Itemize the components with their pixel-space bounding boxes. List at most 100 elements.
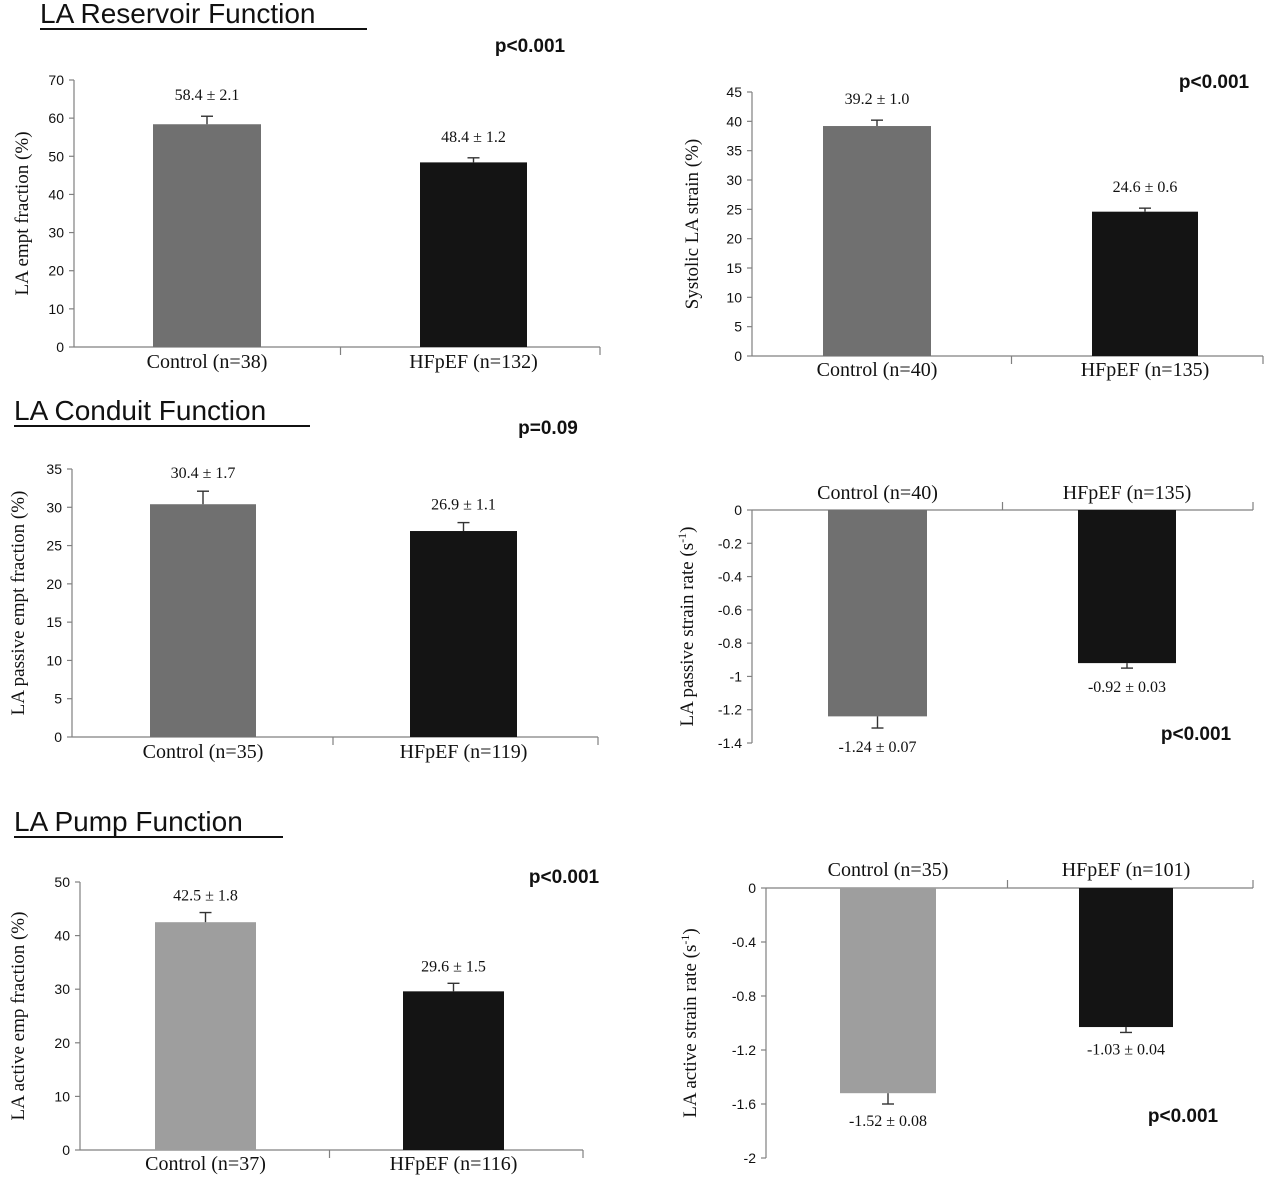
category-label: Control (n=38) (147, 351, 268, 373)
p-value: p<0.001 (1161, 724, 1232, 745)
y-tick-label: 30 (726, 172, 742, 188)
section-title-pump: LA Pump Function (14, 806, 283, 838)
y-tick-label: 20 (54, 1035, 70, 1051)
y-axis-label: LA passive empt fraction (%) (8, 491, 29, 716)
y-tick-label: 0 (748, 880, 756, 896)
category-label: HFpEF (n=135) (1081, 359, 1210, 381)
section-title-text: LA Pump Function (14, 806, 243, 837)
y-tick-label: 50 (54, 874, 70, 890)
bar (403, 991, 504, 1150)
y-axis-label: LA empt fraction (%) (12, 131, 33, 295)
y-axis-label-end: ) (680, 928, 701, 934)
chart-passive-emptying-fraction: 0 5 10 15 20 25 30 35 LA passive empt fraction (… (8, 418, 599, 763)
y-axis-label: LA active emp fraction (%) (8, 912, 29, 1121)
data-label: 42.5 ± 1.8 (173, 888, 238, 905)
data-label: -0.92 ± 0.03 (1088, 679, 1166, 696)
y-tick-label: -0.2 (718, 535, 742, 551)
p-value: p<0.001 (529, 867, 600, 888)
category-label: Control (n=40) (817, 482, 938, 504)
y-axis-label: Systolic LA strain (%) (682, 139, 703, 309)
y-tick-label: -1.2 (732, 1042, 756, 1058)
y-tick-label: 25 (46, 538, 62, 554)
category-label: Control (n=40) (817, 359, 938, 381)
chart-active-emptying-fraction: 0 10 20 30 40 50 LA active emp fraction (%) 42.… (8, 867, 600, 1175)
y-tick-label: 40 (54, 928, 70, 944)
y-tick-label: 5 (734, 319, 742, 335)
chart-reservoir-emptying-fraction: 0 10 20 30 40 50 60 70 LA empt fraction (%) 58.4 … (12, 36, 601, 373)
y-tick-label: 20 (46, 576, 62, 592)
y-tick-label: 30 (54, 981, 70, 997)
y-tick-label: 30 (46, 499, 62, 515)
y-tick-label: -0.8 (732, 988, 756, 1004)
bar (420, 162, 527, 347)
data-label: -1.03 ± 0.04 (1087, 1041, 1165, 1058)
y-axis-label-superscript: -1 (678, 935, 692, 945)
data-label: 48.4 ± 1.2 (441, 129, 506, 146)
chart-passive-strain-rate: 0 -0.2 -0.4 -0.6 -0.8 -1 -1.2 -1.4 LA passive st… (675, 482, 1254, 756)
y-tick-label: 0 (62, 1142, 70, 1158)
p-value: p<0.001 (1148, 1106, 1219, 1127)
data-label: -1.24 ± 0.07 (838, 739, 916, 756)
y-tick-label: 15 (726, 260, 742, 276)
y-tick-label: 20 (726, 231, 742, 247)
y-tick-label: 0 (734, 348, 742, 364)
bar (1079, 888, 1173, 1028)
bar (150, 504, 256, 737)
y-axis-label-main: LA active strain rate (s (680, 945, 701, 1118)
bar (1092, 211, 1198, 356)
y-tick-label: 15 (46, 614, 62, 630)
y-tick-label: -1.4 (718, 735, 742, 751)
chart-systolic-la-strain: 0 5 10 15 20 25 30 35 40 45 Systolic LA strain (%)… (682, 72, 1264, 381)
category-label: HFpEF (n=132) (409, 351, 538, 373)
p-value: p=0.09 (518, 418, 578, 439)
y-tick-label: -1 (730, 668, 743, 684)
category-label: HFpEF (n=116) (390, 1153, 518, 1175)
bar (155, 922, 256, 1150)
y-tick-label: -2 (744, 1150, 757, 1166)
y-tick-label: 35 (726, 143, 742, 159)
y-tick-label: 10 (54, 1088, 70, 1104)
section-title-text: LA Conduit Function (14, 395, 266, 426)
section-title-text: LA Reservoir Function (40, 0, 315, 29)
y-axis-label-superscript: -1 (675, 533, 689, 543)
y-axis-label-end: ) (677, 527, 698, 533)
y-tick-label: 0 (56, 339, 64, 355)
category-label: Control (n=35) (143, 741, 264, 763)
section-title-conduit: LA Conduit Function (14, 395, 310, 427)
y-tick-label: 60 (48, 110, 64, 126)
p-value: p<0.001 (495, 36, 566, 57)
data-label: 29.6 ± 1.5 (421, 958, 486, 975)
data-label: 26.9 ± 1.1 (431, 497, 496, 514)
y-axis-label: LA passive strain rate (s-1) (675, 527, 698, 727)
p-value: p<0.001 (1179, 72, 1250, 93)
category-label: Control (n=35) (828, 859, 949, 881)
y-tick-label: 40 (48, 186, 64, 202)
category-label: HFpEF (n=135) (1063, 482, 1192, 504)
bar (823, 126, 931, 356)
data-label: 24.6 ± 0.6 (1113, 179, 1178, 196)
y-tick-label: -0.8 (718, 635, 742, 651)
y-tick-label: 10 (48, 301, 64, 317)
y-tick-label: -0.6 (718, 602, 742, 618)
y-tick-label: 10 (726, 289, 742, 305)
y-tick-label: 30 (48, 225, 64, 241)
y-tick-label: -0.4 (732, 934, 756, 950)
y-tick-label: 35 (46, 461, 62, 477)
bar (410, 531, 517, 737)
y-axis-label: LA active strain rate (s-1) (678, 928, 701, 1117)
data-label: 30.4 ± 1.7 (171, 465, 236, 482)
bar (840, 888, 936, 1094)
data-label: 39.2 ± 1.0 (845, 91, 910, 108)
category-label: HFpEF (n=101) (1062, 859, 1191, 881)
y-tick-label: 5 (54, 691, 62, 707)
category-label: Control (n=37) (145, 1153, 266, 1175)
y-tick-label: 45 (726, 84, 742, 100)
category-label: HFpEF (n=119) (400, 741, 528, 763)
data-label: 58.4 ± 2.1 (175, 87, 240, 104)
y-axis-label-main: LA passive strain rate (s (677, 543, 698, 727)
bar (153, 124, 261, 347)
y-tick-label: 0 (54, 729, 62, 745)
y-tick-label: -1.6 (732, 1096, 756, 1112)
y-tick-label: 25 (726, 201, 742, 217)
